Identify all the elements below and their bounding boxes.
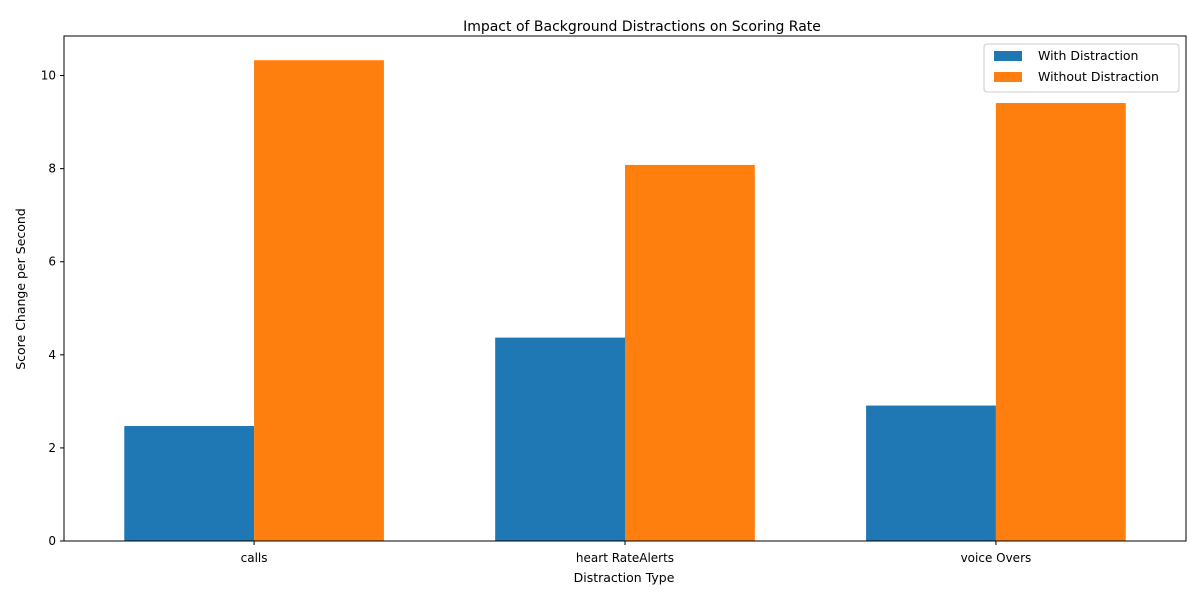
legend-label-with-distraction: With Distraction [1038, 48, 1138, 63]
legend-frame [983, 43, 1180, 93]
bar-without-distraction-heart-ratealerts [625, 164, 755, 541]
bar-with-distraction-calls [124, 426, 255, 541]
bar-without-distraction-calls [254, 60, 384, 542]
y-tick-label-2: 2 [48, 441, 56, 455]
x-tick-label-calls: calls [241, 551, 268, 565]
legend-swatch-with-distraction [994, 51, 1022, 61]
chart-title: Impact of Background Distractions on Sco… [463, 19, 821, 35]
bars-group [124, 60, 1126, 542]
y-axis-label: Score Change per Second [13, 208, 28, 370]
x-tick-label-heart-ratealerts: heart RateAlerts [576, 551, 674, 565]
x-axis: calls heart RateAlerts voice Overs [241, 541, 1032, 565]
bar-with-distraction-voice-overs [866, 405, 996, 541]
y-tick-label-10: 10 [41, 69, 56, 83]
y-tick-label-4: 4 [48, 348, 56, 362]
legend-swatch-without-distraction [994, 72, 1022, 82]
legend-label-without-distraction: Without Distraction [1038, 69, 1159, 84]
legend: With Distraction Without Distraction [983, 43, 1180, 93]
y-tick-label-6: 6 [48, 255, 56, 269]
x-axis-label: Distraction Type [574, 570, 675, 585]
bar-with-distraction-heart-ratealerts [495, 337, 625, 541]
x-tick-label-voice-overs: voice Overs [961, 551, 1032, 565]
y-tick-label-8: 8 [48, 162, 56, 176]
bar-without-distraction-voice-overs [995, 103, 1126, 541]
y-axis: 0 2 4 6 8 10 [41, 69, 64, 548]
y-tick-label-0: 0 [48, 534, 56, 548]
